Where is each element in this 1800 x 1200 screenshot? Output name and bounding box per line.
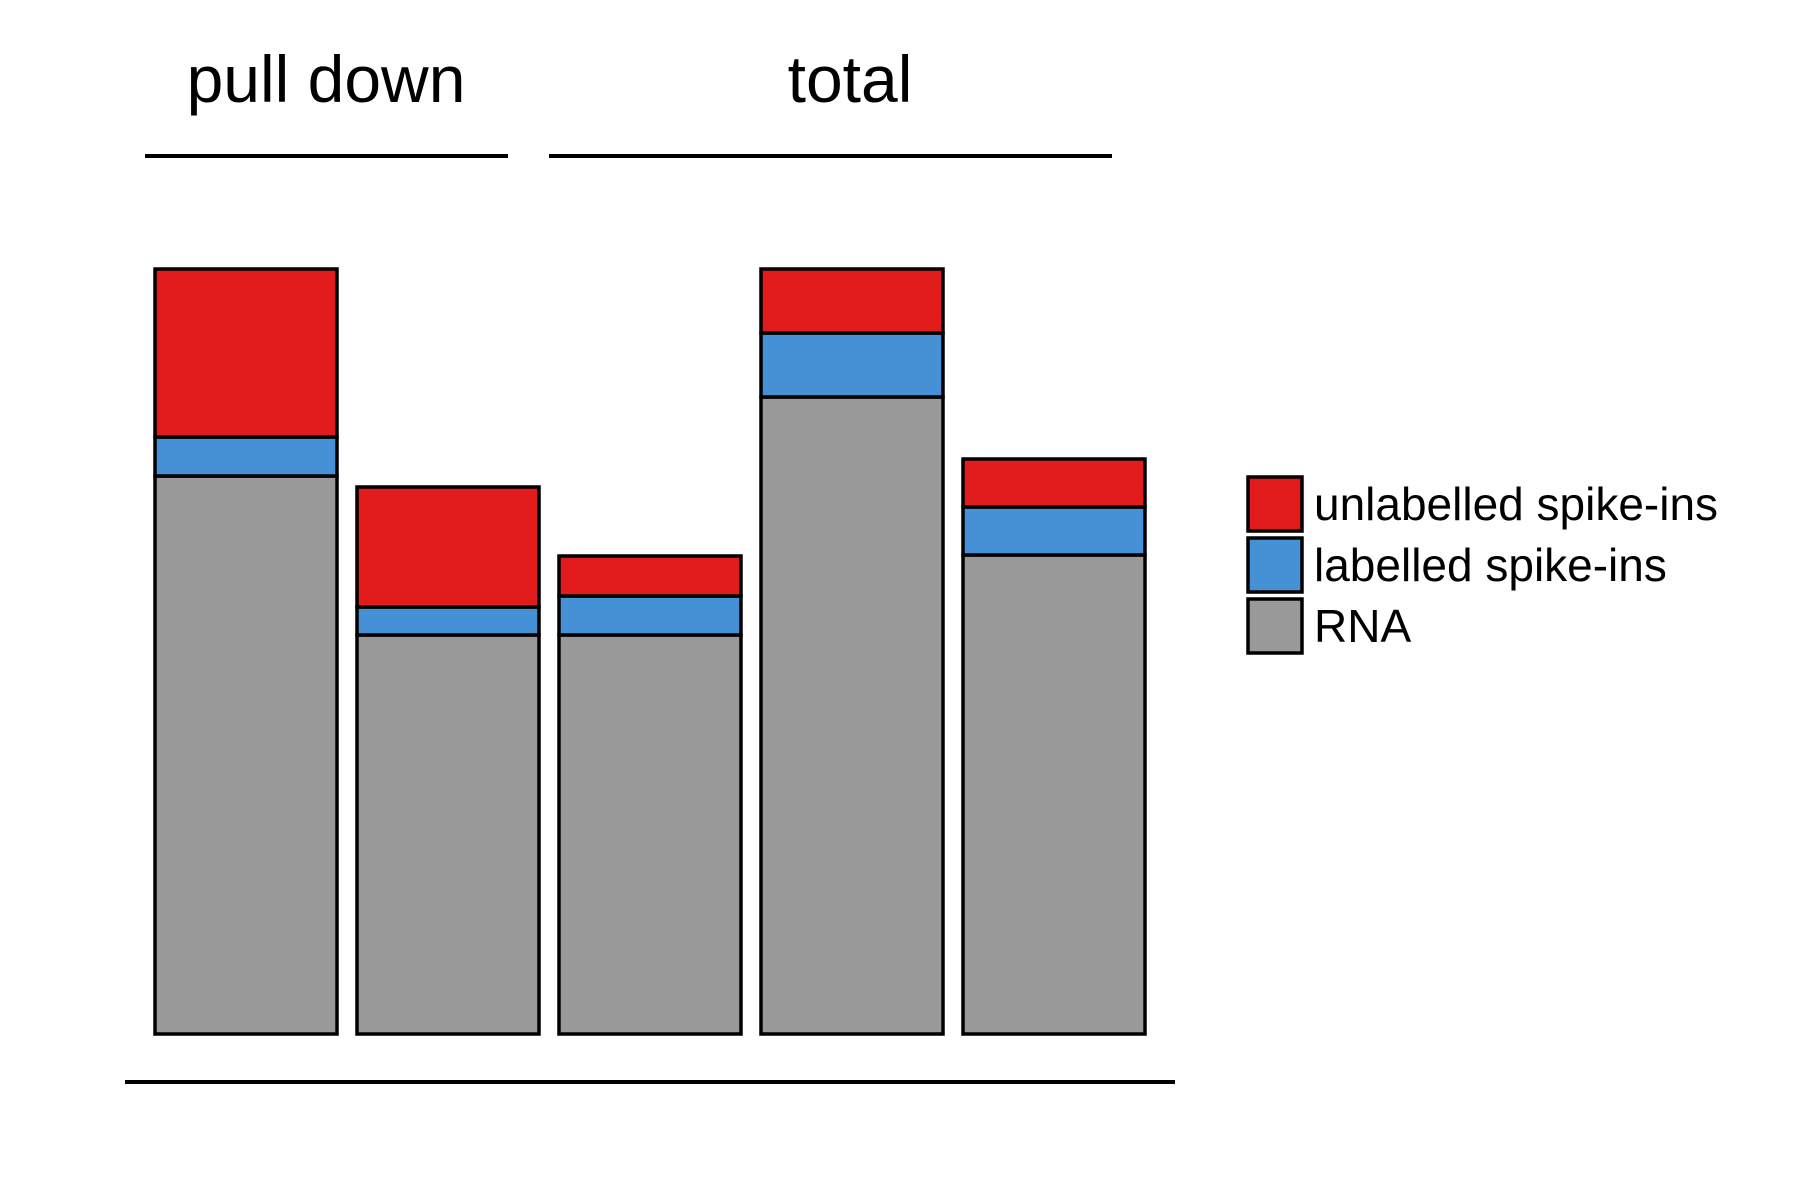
bar-stack-4 bbox=[759, 267, 945, 1036]
bar-stack-2 bbox=[355, 485, 541, 1036]
bar-segment-unlabelled-spike-ins-4 bbox=[759, 267, 945, 335]
bar-segment-labelled-spike-ins-5 bbox=[961, 505, 1147, 557]
bar-segment-labelled-spike-ins-1 bbox=[153, 435, 339, 478]
bar-segment-RNA-5 bbox=[961, 553, 1147, 1036]
group-label-1: pull down bbox=[187, 42, 466, 116]
bar-segment-unlabelled-spike-ins-3 bbox=[557, 554, 743, 598]
bar-segment-unlabelled-spike-ins-5 bbox=[961, 457, 1147, 509]
bar-stack-1 bbox=[153, 267, 339, 1036]
bar-segment-RNA-3 bbox=[557, 633, 743, 1036]
group-label-2: total bbox=[788, 42, 913, 116]
bar-stack-3 bbox=[557, 554, 743, 1036]
bar-segment-RNA-1 bbox=[153, 474, 339, 1036]
bar-segment-RNA-4 bbox=[759, 395, 945, 1036]
bar-segment-unlabelled-spike-ins-2 bbox=[355, 485, 541, 609]
bars bbox=[153, 267, 1147, 1036]
legend: unlabelled spike-ins labelled spike-ins RN… bbox=[1246, 475, 1718, 655]
bar-segment-unlabelled-spike-ins-1 bbox=[153, 267, 339, 439]
bar-segment-RNA-2 bbox=[355, 633, 541, 1036]
legend-label-labelled-spike-ins: labelled spike-ins bbox=[1314, 539, 1667, 591]
bar-segment-labelled-spike-ins-4 bbox=[759, 331, 945, 399]
legend-label-unlabelled-spike-ins: unlabelled spike-ins bbox=[1314, 478, 1718, 530]
legend-swatch-unlabelled-spike-ins bbox=[1246, 475, 1304, 533]
group-labels: pull down total bbox=[145, 42, 1112, 158]
legend-swatch-labelled-spike-ins bbox=[1246, 536, 1304, 594]
legend-swatch-RNA bbox=[1246, 597, 1304, 655]
bar-stack-5 bbox=[961, 457, 1147, 1036]
bar-segment-labelled-spike-ins-3 bbox=[557, 594, 743, 637]
legend-label-RNA: RNA bbox=[1314, 600, 1411, 652]
bar-segment-labelled-spike-ins-2 bbox=[355, 605, 541, 637]
